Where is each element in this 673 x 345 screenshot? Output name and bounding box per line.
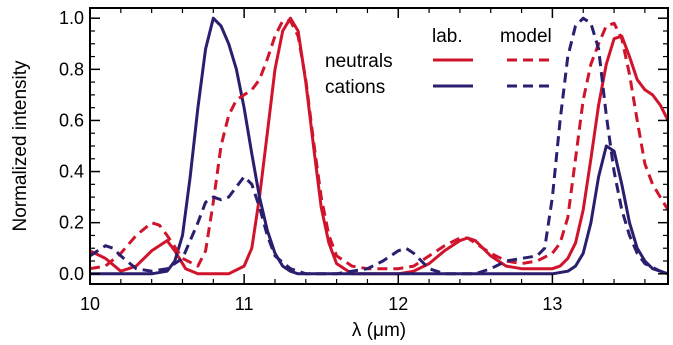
legend-label-neutrals: neutrals [325,51,393,72]
y-tick-label: 0.2 [59,213,84,233]
y-axis-title: Normalized intensity [10,60,31,232]
y-tick-label: 0.4 [59,162,84,182]
x-axis-title: λ (μm) [352,320,406,341]
axis-tick-labels: 10 11 12 13 0.0 0.2 0.4 0.6 0.8 1.0 [59,8,562,314]
x-tick-label: 13 [542,294,562,314]
legend-header-model: model [500,26,552,47]
legend-label-cations: cations [325,77,385,98]
y-tick-label: 0.6 [59,110,84,130]
x-tick-label: 11 [235,294,254,314]
x-tick-label: 12 [388,294,408,314]
x-tick-label: 10 [80,294,100,314]
legend-header-lab: lab. [432,26,463,47]
data-curves [90,16,668,276]
y-tick-label: 0.0 [59,264,84,284]
plot-frame [89,7,669,285]
y-tick-label: 0.8 [59,59,84,79]
series-line-cations-model [90,16,668,276]
legend: lab. model neutrals cations [325,26,555,98]
y-tick-label: 1.0 [59,8,84,28]
axis-ticks [89,8,668,284]
